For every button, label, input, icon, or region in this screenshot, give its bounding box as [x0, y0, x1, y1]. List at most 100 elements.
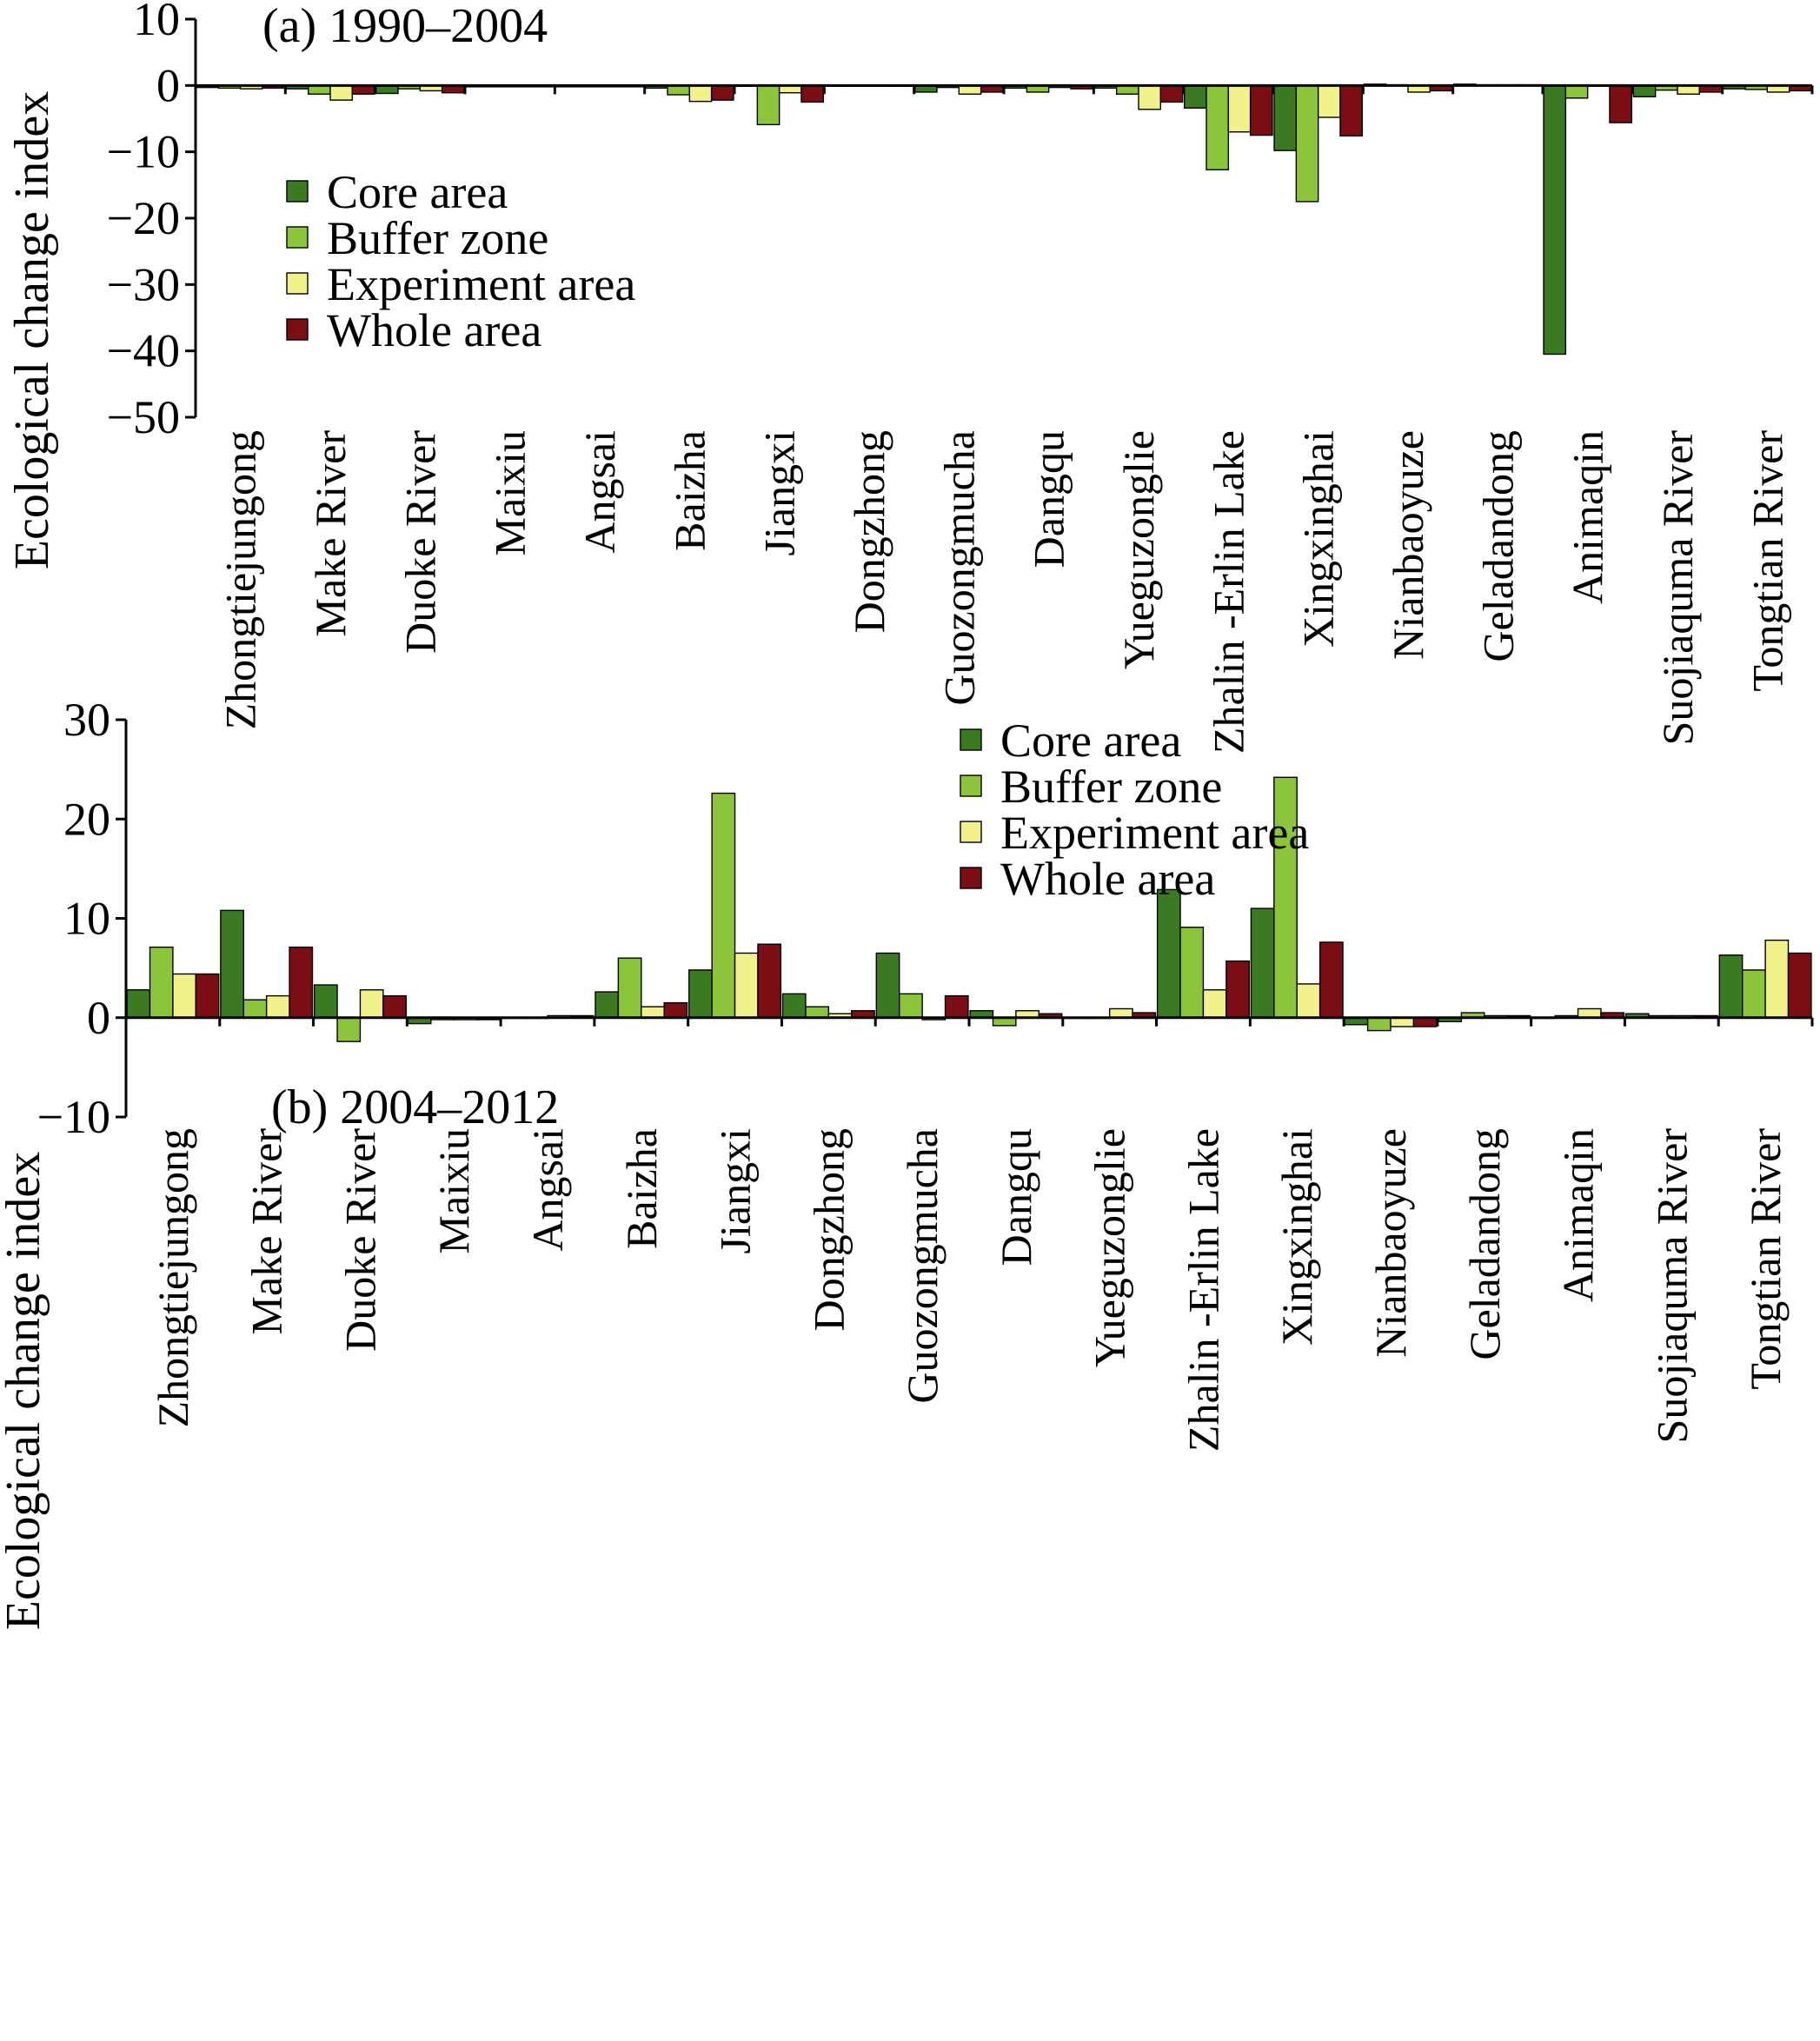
bar-buffer-zone-baizha — [617, 957, 642, 1019]
bar-experiment-area-jiangxi — [734, 952, 759, 1019]
y-tick-label: 10 — [63, 893, 110, 945]
x-category-label: Baizha — [617, 1128, 666, 1249]
x-category-label: Duoke River — [395, 430, 444, 654]
x-category-label: Yueguzonglie — [1086, 1128, 1134, 1367]
bar-whole-area-jiangxi — [757, 943, 782, 1019]
bar-whole-area-baizha — [710, 84, 734, 101]
bar-whole-area-make-river — [289, 946, 314, 1019]
legend-label-experiment-area: Experiment area — [1000, 807, 1309, 859]
bar-core-area-xingxinghai — [1273, 84, 1298, 151]
bar-experiment-area-make-river — [265, 994, 290, 1019]
bar-buffer-zone-dongzhong — [805, 1006, 830, 1019]
bar-core-area-xingxinghai — [1250, 907, 1275, 1019]
bar-buffer-zone-nianbaoyuze — [1366, 1017, 1392, 1032]
y-tick-label: −40 — [107, 325, 180, 377]
y-tick-label: −20 — [107, 192, 180, 244]
x-category-label: Maixiu — [486, 430, 535, 555]
bar-core-area-make-river — [220, 909, 244, 1019]
legend-label-experiment-area: Experiment area — [327, 258, 635, 310]
bar-core-area-zhalin-erlin-lake — [1183, 84, 1207, 109]
bar-experiment-area-yueguzonglie — [1138, 84, 1162, 110]
legend-swatch-core-area — [960, 728, 982, 751]
x-category-label: Zhalin -Erlin Lake — [1204, 430, 1252, 754]
bar-buffer-zone-guozongmucha — [899, 993, 923, 1019]
legend-swatch-buffer-zone — [960, 775, 982, 797]
bar-experiment-area-xingxinghai — [1317, 84, 1341, 118]
bar-core-area-guozongmucha — [875, 952, 900, 1019]
x-category-label: Jiangxi — [755, 430, 804, 555]
x-category-label: Animaqin — [1564, 430, 1612, 604]
bar-core-area-baizha — [594, 991, 620, 1019]
legend-swatch-whole-area — [960, 867, 982, 889]
x-category-label: Zhongtiejungong — [149, 1128, 197, 1427]
x-category-label: Animaqin — [1554, 1128, 1603, 1302]
bar-experiment-area-zhongtiejungong — [172, 973, 196, 1019]
bar-experiment-area-animaqin — [1577, 1007, 1602, 1019]
bar-whole-area-zhalin-erlin-lake — [1249, 84, 1273, 136]
bar-whole-area-yueguzonglie — [1159, 84, 1184, 103]
x-category-label: Baizha — [665, 430, 714, 551]
y-tick-label: 10 — [133, 0, 180, 45]
bar-experiment-area-yueguzonglie — [1108, 1007, 1133, 1019]
y-tick-label: −10 — [107, 126, 180, 178]
bar-whole-area-guozongmucha — [944, 994, 969, 1019]
bar-experiment-area-nianbaoyuze — [1390, 1017, 1415, 1027]
chart-title-a: (a) 1990–2004 — [262, 0, 548, 53]
bar-buffer-zone-zhalin-erlin-lake — [1179, 927, 1205, 1019]
x-category-label: Suojiaquma River — [1647, 1128, 1696, 1444]
x-category-label: Xingxinghai — [1294, 430, 1343, 648]
y-tick-label: 20 — [63, 793, 110, 845]
bar-whole-area-zhongtiejungong — [195, 973, 220, 1019]
legend-swatch-core-area — [286, 180, 309, 203]
legend-label-whole-area: Whole area — [1000, 853, 1215, 905]
y-tick-label: −30 — [107, 258, 180, 310]
x-category-label: Zhalin -Erlin Lake — [1179, 1128, 1227, 1452]
x-category-label: Maixiu — [429, 1128, 478, 1253]
bar-core-area-jiangxi — [688, 969, 713, 1019]
bar-experiment-area-baizha — [688, 84, 713, 103]
legend-label-whole-area: Whole area — [327, 304, 541, 356]
legend-label-buffer-zone: Buffer zone — [327, 212, 548, 264]
y-ticks-a: 10 0 −10 −20 −30 −40 −50 — [107, 0, 196, 443]
bars-b — [126, 776, 1812, 1042]
x-category-label: Xingxinghai — [1272, 1128, 1321, 1346]
y-axis-label-b: Ecological change index — [0, 1152, 50, 1630]
bar-whole-area-baizha — [663, 1001, 688, 1019]
y-ticks-b: 30 20 10 0 −10 — [37, 694, 126, 1143]
legend-label-buffer-zone: Buffer zone — [1000, 761, 1222, 813]
category-labels-b: Zhongtiejungong Make River Duoke River Maix… — [149, 1128, 1790, 1452]
x-category-label: Guozongmucha — [934, 430, 983, 706]
bar-buffer-zone-zhongtiejungong — [149, 946, 174, 1019]
x-category-label: Zhongtiejungong — [216, 430, 265, 729]
chart-panel-a: Ecological change index (a) 1990–2004 10… — [5, 0, 1814, 754]
bar-core-area-suojiaquma-river — [1632, 84, 1657, 98]
bar-experiment-area-baizha — [641, 1006, 665, 1019]
x-category-label: Make River — [306, 430, 355, 637]
bar-buffer-zone-baizha — [667, 84, 691, 96]
bar-buffer-zone-jiangxi — [756, 84, 780, 126]
bar-experiment-area-duoke-river — [359, 989, 384, 1019]
bar-core-area-animaqin — [1543, 84, 1567, 356]
legend-swatch-experiment-area — [286, 272, 309, 295]
legend-swatch-whole-area — [286, 318, 309, 341]
chart-title-b: (b) 2004–2012 — [271, 1080, 559, 1134]
legend-swatch-buffer-zone — [286, 226, 309, 249]
bar-experiment-area-tongtian-river — [1764, 939, 1790, 1019]
bar-core-area-zhongtiejungong — [126, 989, 151, 1019]
x-category-label: Dangqu — [992, 1128, 1040, 1266]
x-category-label: Tongtian River — [1741, 1128, 1790, 1390]
bar-core-area-duoke-river — [313, 984, 338, 1019]
x-category-label: Dongzhong — [845, 430, 893, 633]
x-category-label: Geladandong — [1473, 430, 1522, 662]
bar-whole-area-xingxinghai — [1339, 84, 1363, 137]
bar-experiment-area-make-river — [329, 84, 354, 101]
x-category-label: Nianbaoyuze — [1366, 1128, 1415, 1358]
bar-whole-area-tongtian-river — [1787, 952, 1812, 1019]
bar-buffer-zone-make-river — [242, 999, 268, 1019]
y-tick-label: 0 — [156, 59, 180, 111]
x-category-label: Tongtian River — [1743, 430, 1791, 692]
axes-b — [124, 720, 1814, 1117]
x-category-label: Yueguzonglie — [1114, 430, 1163, 669]
